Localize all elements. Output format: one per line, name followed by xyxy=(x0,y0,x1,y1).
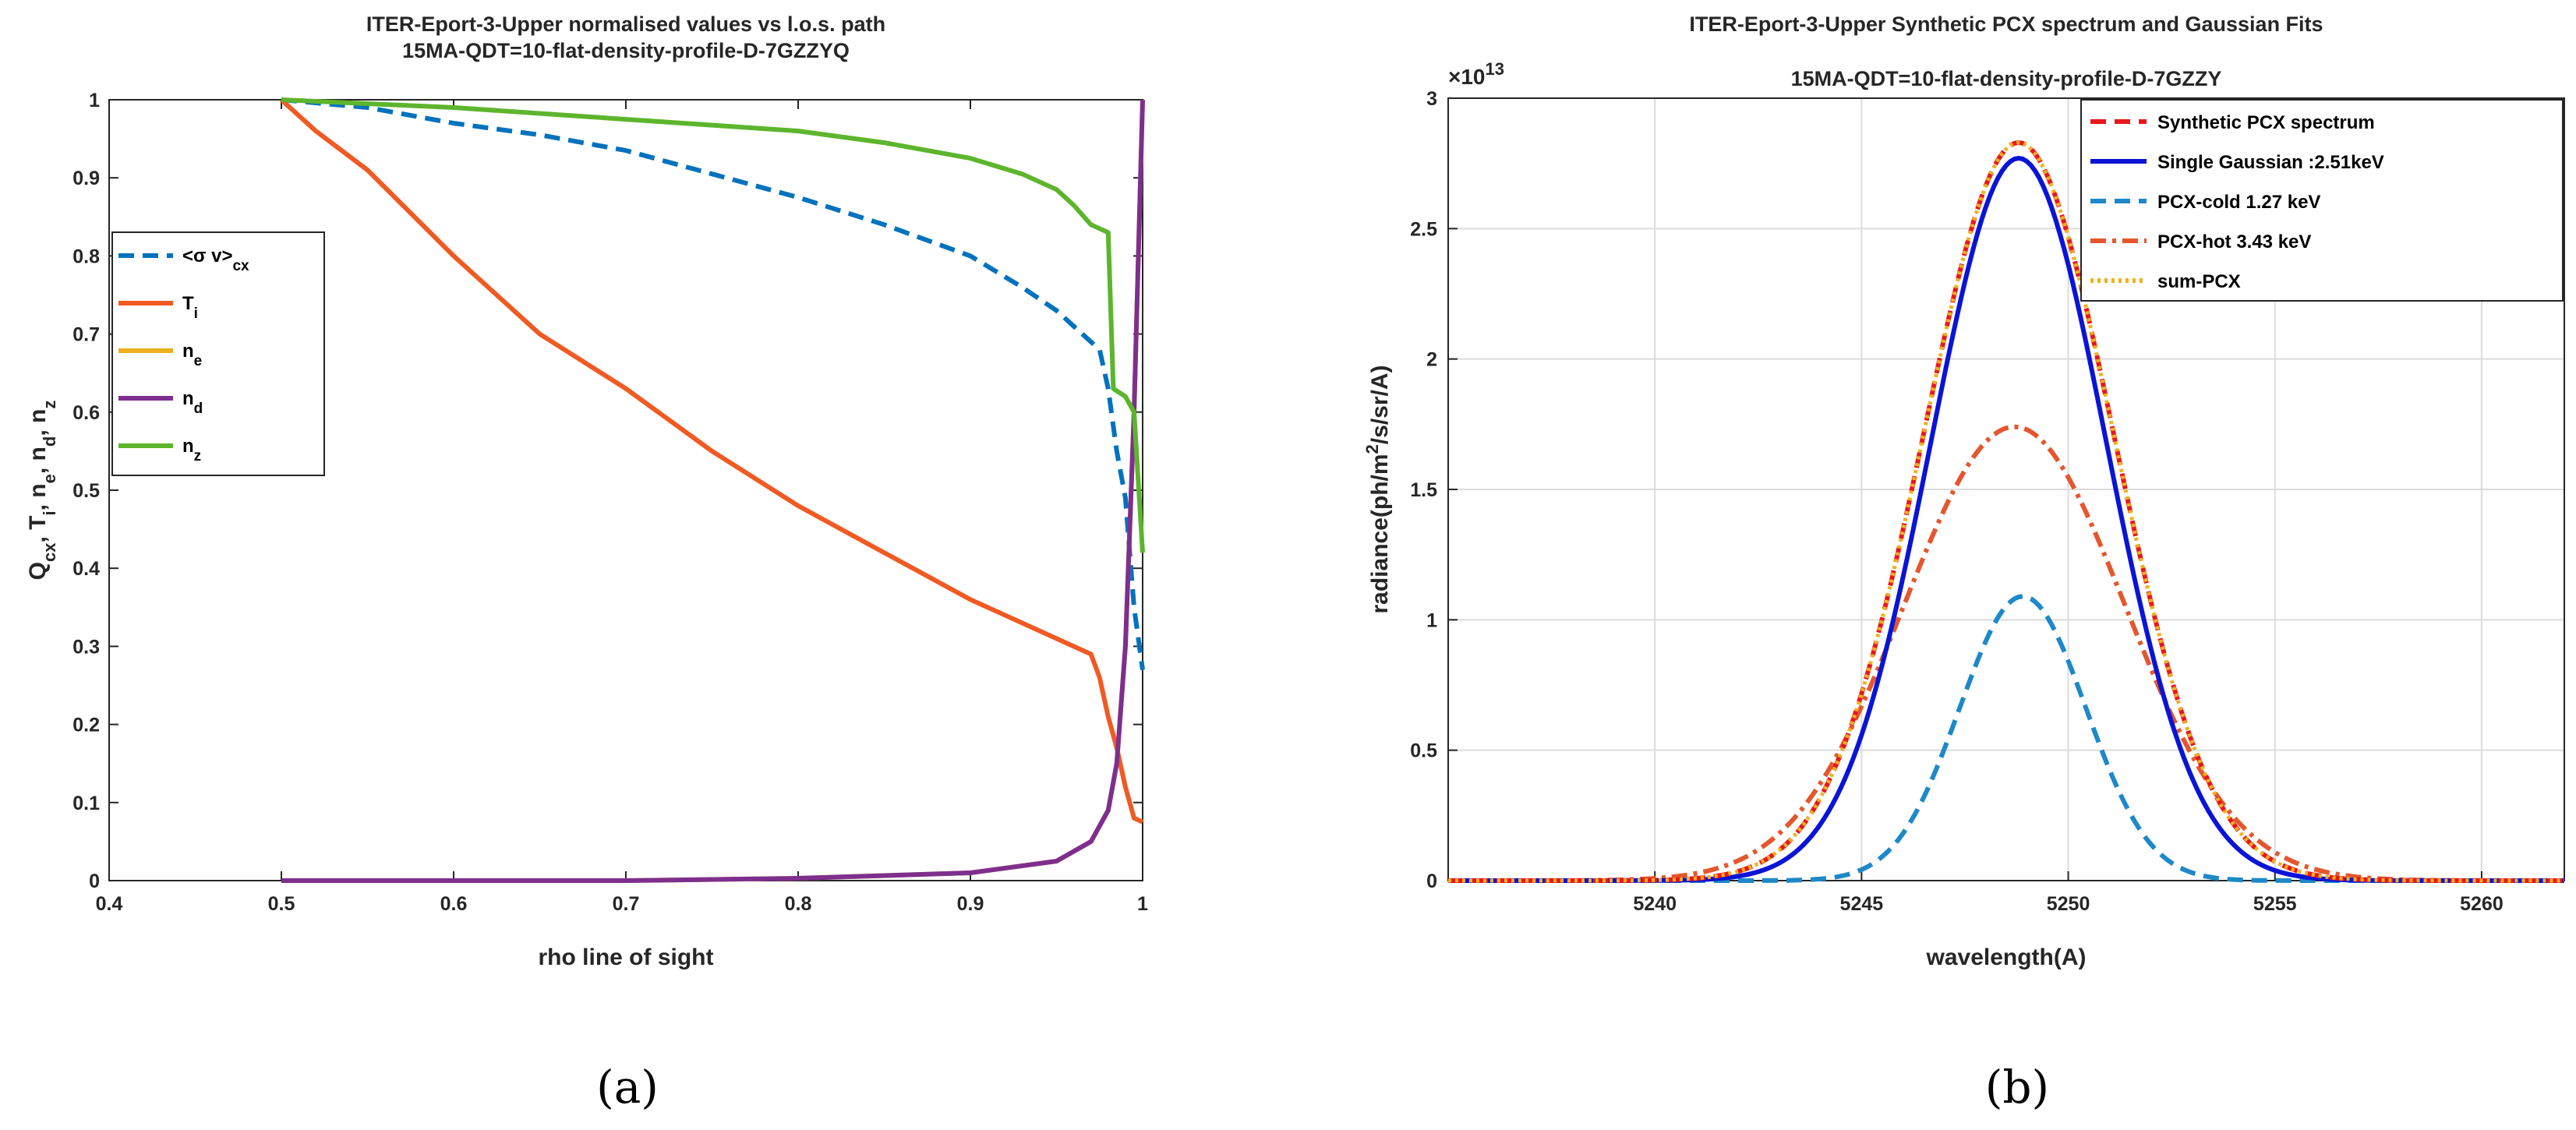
ylabel-z-sub: z xyxy=(40,401,59,409)
ylabel-d: , n xyxy=(25,447,51,474)
y-tick-label: 2.5 xyxy=(1410,218,1437,240)
y-tick-label: 0.5 xyxy=(72,480,100,502)
ylabel-pre: radiance(ph/m xyxy=(1367,454,1393,613)
y-tick-label: 0.6 xyxy=(72,402,100,424)
y-tick-label: 0.2 xyxy=(72,715,100,736)
chart-b-y-ticks: 0 0.5 1 1.5 2 2.5 3 xyxy=(1410,88,1458,892)
x-tick-label: 1 xyxy=(1137,893,1148,915)
chart-a-series xyxy=(279,97,1145,883)
chart-a-legend: <σ v>cx Ti ne nd nz xyxy=(111,231,325,476)
legend-label: Single Gaussian :2.51keV xyxy=(2157,152,2384,173)
x-tick-label: 0.8 xyxy=(785,893,812,915)
ylabel-t-sub: i xyxy=(40,510,59,515)
y-tick-label: 0.5 xyxy=(1410,740,1437,762)
ylabel-q-sub: cx xyxy=(40,542,59,562)
x-tick-label: 0.9 xyxy=(957,893,984,915)
y-tick-label: 1 xyxy=(89,90,100,111)
chart-b-x-ticks: 5240 5245 5250 5255 5260 xyxy=(1633,871,2504,915)
ylabel-sup: 2 xyxy=(1362,444,1382,454)
x-tick-label: 5245 xyxy=(1840,893,1884,915)
exponent-power: 13 xyxy=(1486,59,1504,79)
ylabel-d-sub: d xyxy=(40,436,59,447)
y-tick-label: 0.4 xyxy=(72,558,100,580)
series-line-nd xyxy=(281,99,1145,883)
legend-label: Ti xyxy=(182,293,198,322)
chart-b-subtitle: 15MA-QDT=10-flat-density-profile-D-7GZZY xyxy=(1791,67,2222,90)
chart-a-legend-box xyxy=(111,231,325,476)
y-tick-label: 0 xyxy=(89,870,100,892)
exponent-base: ×10 xyxy=(1448,65,1486,89)
chart-b-y-label: radiance(ph/m2/s/sr/A) xyxy=(1362,365,1394,613)
ylabel-t: , T xyxy=(25,516,51,543)
y-tick-label: 0.9 xyxy=(72,168,100,189)
chart-a-x-ticks: 0.4 0.5 0.6 0.7 0.8 0.9 1 xyxy=(96,100,1148,915)
chart-b: ITER-Eport-3-Upper Synthetic PCX spectru… xyxy=(1362,12,2565,1114)
x-tick-label: 0.6 xyxy=(440,893,468,915)
x-tick-label: 5240 xyxy=(1633,893,1677,915)
legend-label: nz xyxy=(182,436,201,464)
y-tick-label: 1 xyxy=(1426,609,1437,631)
y-tick-label: 0 xyxy=(1426,870,1437,892)
y-tick-label: 3 xyxy=(1426,88,1437,110)
y-tick-label: 0.7 xyxy=(72,324,100,346)
x-tick-label: 5255 xyxy=(2253,893,2297,915)
chart-b-series xyxy=(1448,139,2564,883)
chart-a-legend-items: <σ v>cx Ti ne nd nz xyxy=(118,245,249,464)
legend-label: PCX-hot 3.43 keV xyxy=(2157,231,2311,252)
chart-b-title: ITER-Eport-3-Upper Synthetic PCX spectru… xyxy=(1689,12,2323,36)
chart-a: ITER-Eport-3-Upper normalised values vs … xyxy=(25,12,1148,1114)
chart-b-legend: Synthetic PCX spectrum Single Gaussian :2… xyxy=(2080,99,2564,302)
ylabel-e: , n xyxy=(25,483,51,510)
chart-a-y-label: Qcx, Ti, ne, nd, nz xyxy=(25,401,59,581)
series-line-vcx xyxy=(281,97,1145,670)
legend-label: PCX-cold 1.27 keV xyxy=(2157,192,2320,213)
ylabel-z: , n xyxy=(25,409,51,436)
y-tick-label: 0.8 xyxy=(72,245,100,267)
series-line-nz xyxy=(281,97,1145,553)
chart-b-legend-items: Synthetic PCX spectrum Single Gaussian :2… xyxy=(2090,112,2384,292)
chart-b-caption: (b) xyxy=(1985,1061,2049,1114)
chart-b-legend-box xyxy=(2080,99,2564,302)
x-tick-label: 5260 xyxy=(2460,893,2504,915)
y-tick-label: 2 xyxy=(1426,349,1437,371)
x-tick-label: 5250 xyxy=(2047,893,2090,915)
legend-label: ne xyxy=(182,341,202,369)
legend-label: sum-PCX xyxy=(2157,271,2241,292)
chart-a-y-ticks: 0 0.1 0.2 0.3 0.4 0.5 0.6 0.7 0.8 0.9 1 xyxy=(72,90,1143,892)
ylabel-q: Q xyxy=(25,562,51,580)
legend-label: nd xyxy=(182,388,203,417)
chart-b-x-label: wavelength(A) xyxy=(1925,945,2086,970)
chart-a-caption: (a) xyxy=(596,1061,659,1114)
chart-a-plot-area xyxy=(108,99,1143,881)
x-tick-label: 0.4 xyxy=(96,893,123,915)
chart-b-exponent: ×1013 xyxy=(1448,59,1504,90)
legend-label: <σ v>cx xyxy=(182,245,249,274)
x-tick-label: 0.7 xyxy=(613,893,640,915)
chart-a-subtitle: 15MA-QDT=10-flat-density-profile-D-7GZZY… xyxy=(402,39,850,62)
y-tick-label: 1.5 xyxy=(1410,479,1437,501)
y-tick-label: 0.3 xyxy=(72,636,100,658)
y-tick-label: 0.1 xyxy=(72,793,100,814)
chart-a-title: ITER-Eport-3-Upper normalised values vs … xyxy=(366,12,885,36)
chart-a-x-label: rho line of sight xyxy=(539,945,714,970)
ylabel-e-sub: e xyxy=(40,474,59,483)
legend-label: Synthetic PCX spectrum xyxy=(2157,112,2375,133)
series-line-synthetic xyxy=(1448,139,2564,883)
series-line-sum-pcx xyxy=(1448,140,2564,883)
ylabel-post: /s/sr/A) xyxy=(1367,365,1393,444)
x-tick-label: 0.5 xyxy=(268,893,295,915)
